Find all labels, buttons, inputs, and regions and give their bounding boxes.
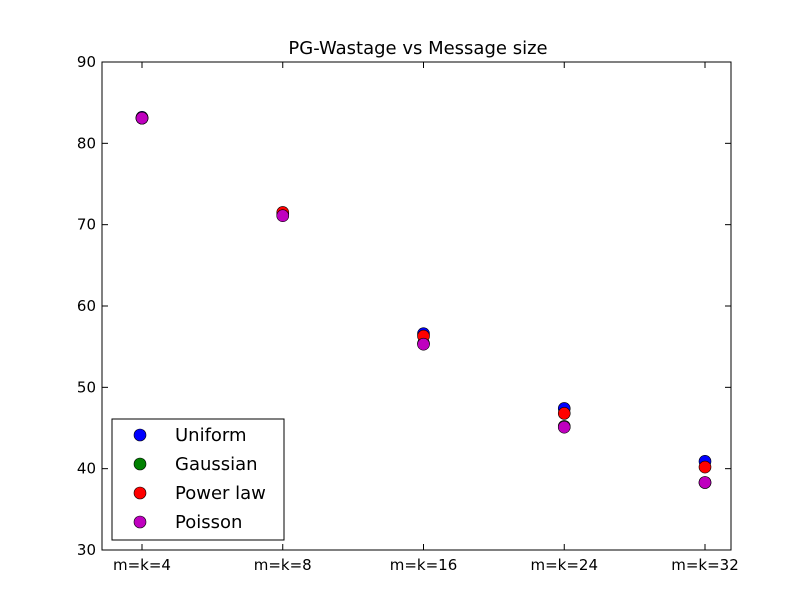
chart-title: PG-Wastage vs Message size xyxy=(288,38,547,59)
point-poisson xyxy=(417,337,430,351)
point-poisson xyxy=(698,476,712,489)
point-power-law xyxy=(698,460,712,474)
point-poisson xyxy=(557,420,571,434)
y-tick-label: 30 xyxy=(77,541,96,559)
y-tick-label: 90 xyxy=(77,53,96,71)
legend-label: Power law xyxy=(175,483,266,504)
x-tick-label: m=k=16 xyxy=(390,556,458,574)
legend-marker xyxy=(133,486,147,500)
legend-marker xyxy=(133,515,147,529)
point-power-law xyxy=(557,407,571,420)
y-tick-label: 80 xyxy=(77,134,96,152)
point-poisson xyxy=(276,209,290,223)
legend-marker xyxy=(133,457,147,471)
data-markers xyxy=(135,111,712,489)
x-tick-label: m=k=4 xyxy=(113,556,171,574)
legend-marker xyxy=(133,428,147,442)
y-tick-label: 50 xyxy=(77,378,96,396)
y-tick-label: 70 xyxy=(77,216,96,234)
x-tick-label: m=k=32 xyxy=(671,556,739,574)
legend-label: Poisson xyxy=(175,512,242,533)
x-tick-label: m=k=8 xyxy=(254,556,312,574)
legend-label: Uniform xyxy=(175,425,247,446)
x-axis: m=k=4 m=k=8 m=k=16 m=k=24 m=k=32 xyxy=(113,62,739,574)
x-tick-label: m=k=24 xyxy=(530,556,598,574)
y-axis: 30 40 50 60 70 80 90 xyxy=(77,53,731,559)
y-tick-label: 40 xyxy=(77,460,96,478)
legend: Uniform Gaussian Power law Poisson xyxy=(111,418,285,541)
legend-label: Gaussian xyxy=(175,454,258,475)
y-tick-label: 60 xyxy=(77,297,96,315)
point-poisson xyxy=(135,111,149,125)
